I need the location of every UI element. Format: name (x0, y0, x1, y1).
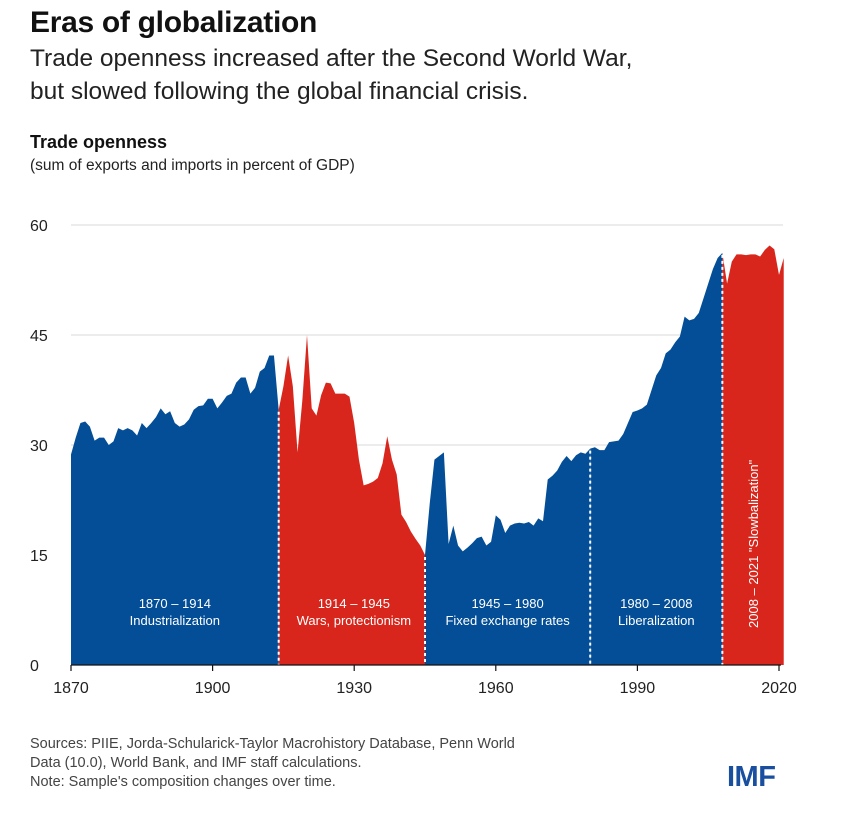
x-tick-label: 1930 (336, 680, 372, 697)
y-tick-label: 45 (30, 328, 48, 345)
x-tick-label: 1990 (620, 680, 656, 697)
y-tick-label: 60 (30, 218, 48, 235)
era-years-label: 1870 – 1914 (139, 596, 211, 611)
imf-logo: IMF (727, 761, 776, 793)
page-title: Eras of globalization (30, 6, 318, 39)
era-name-label: Wars, protectionism (297, 613, 411, 628)
sources-note: Sources: PIIE, Jorda-Schularick-Taylor M… (30, 735, 515, 792)
x-tick-label: 2020 (761, 680, 797, 697)
page-subtitle: Trade openness increased after the Secon… (30, 42, 632, 108)
era-name-label: Industrialization (130, 613, 220, 628)
era-area-0 (71, 355, 279, 665)
chart-subtitle: (sum of exports and imports in percent o… (30, 157, 355, 174)
subtitle-line: but slowed following the global financia… (30, 78, 529, 105)
era-years-label: 1914 – 1945 (318, 596, 390, 611)
x-tick-label: 1900 (195, 680, 231, 697)
sources-line: Data (10.0), World Bank, and IMF staff c… (30, 755, 362, 771)
y-tick-label: 30 (30, 438, 48, 455)
era-vertical-label: 2008 – 2021 "Slowbalization" (746, 459, 761, 628)
chart-title: Trade openness (30, 132, 168, 152)
sources-line: Sources: PIIE, Jorda-Schularick-Taylor M… (30, 736, 515, 752)
era-name-label: Liberalization (618, 613, 695, 628)
era-area-1 (278, 335, 425, 665)
era-years-label: 1945 – 1980 (471, 596, 543, 611)
era-years-label: 1980 – 2008 (620, 596, 692, 611)
era-area-2 (425, 448, 591, 665)
subtitle-line: Trade openness increased after the Secon… (30, 45, 633, 72)
era-area-4 (722, 245, 784, 666)
y-tick-label: 15 (30, 548, 48, 565)
x-tick-label: 1870 (53, 680, 89, 697)
era-area-3 (590, 252, 723, 665)
y-tick-label: 0 (30, 658, 39, 675)
era-name-label: Fixed exchange rates (445, 613, 570, 628)
sources-line: Note: Sample's composition changes over … (30, 774, 336, 790)
x-tick-label: 1960 (478, 680, 514, 697)
